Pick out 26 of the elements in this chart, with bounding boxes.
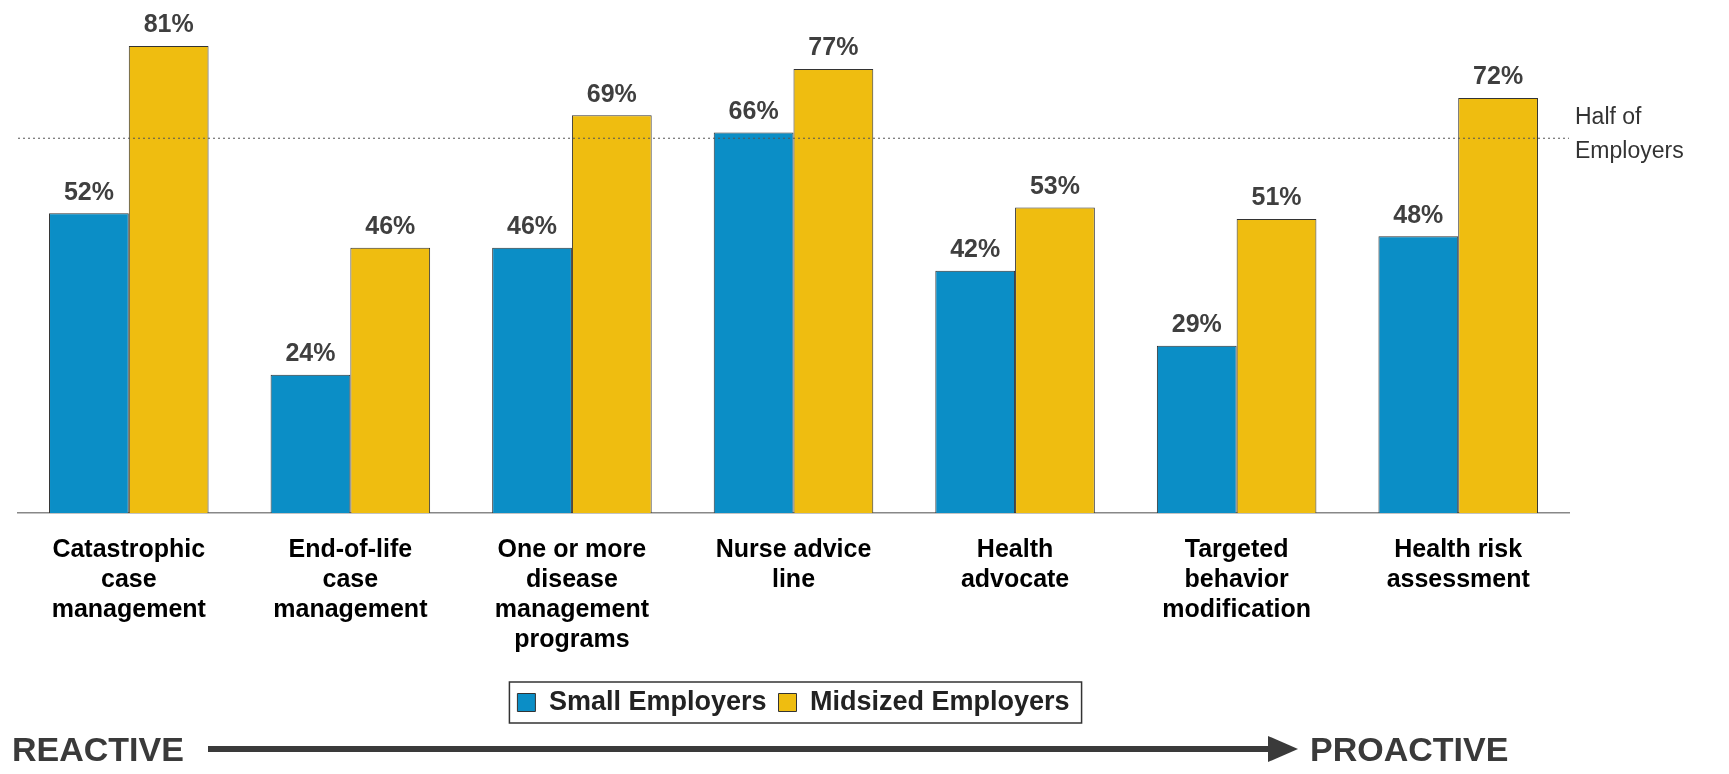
x-tick-label: Health risk assessment [1386, 533, 1531, 592]
legend-label: Small Employers [548, 685, 767, 716]
legend-label: Midsized Employers [810, 685, 1070, 716]
data-label: 53% [1029, 170, 1080, 199]
data-label: 51% [1251, 182, 1302, 211]
data-label: 29% [1171, 309, 1222, 338]
x-tick-label: Health advocate [960, 533, 1070, 592]
data-label: 81% [143, 9, 194, 38]
data-label: 24% [285, 338, 336, 367]
data-label: 46% [507, 211, 558, 240]
data-label: 69% [586, 78, 637, 107]
data-label: 46% [365, 211, 416, 240]
x-tick-label: End-of-life case management [273, 533, 429, 622]
text: REACTIVE [12, 730, 184, 769]
data-label: 48% [1393, 199, 1444, 228]
text: PROACTIVE [1310, 730, 1509, 769]
x-tick-label: One or more disease management programs [494, 533, 650, 652]
ref-line-label: Half of Employers [1575, 102, 1684, 163]
x-tick-label: Nurse advice line [715, 533, 872, 592]
data-label: 66% [728, 95, 779, 124]
x-tick-label: Catastrophic case management [51, 533, 207, 622]
data-label: 77% [808, 32, 859, 61]
data-label: 72% [1473, 61, 1524, 90]
x-tick-label: Targeted behavior modification [1162, 533, 1311, 622]
data-label: 52% [63, 176, 114, 205]
data-label: 42% [950, 234, 1001, 263]
